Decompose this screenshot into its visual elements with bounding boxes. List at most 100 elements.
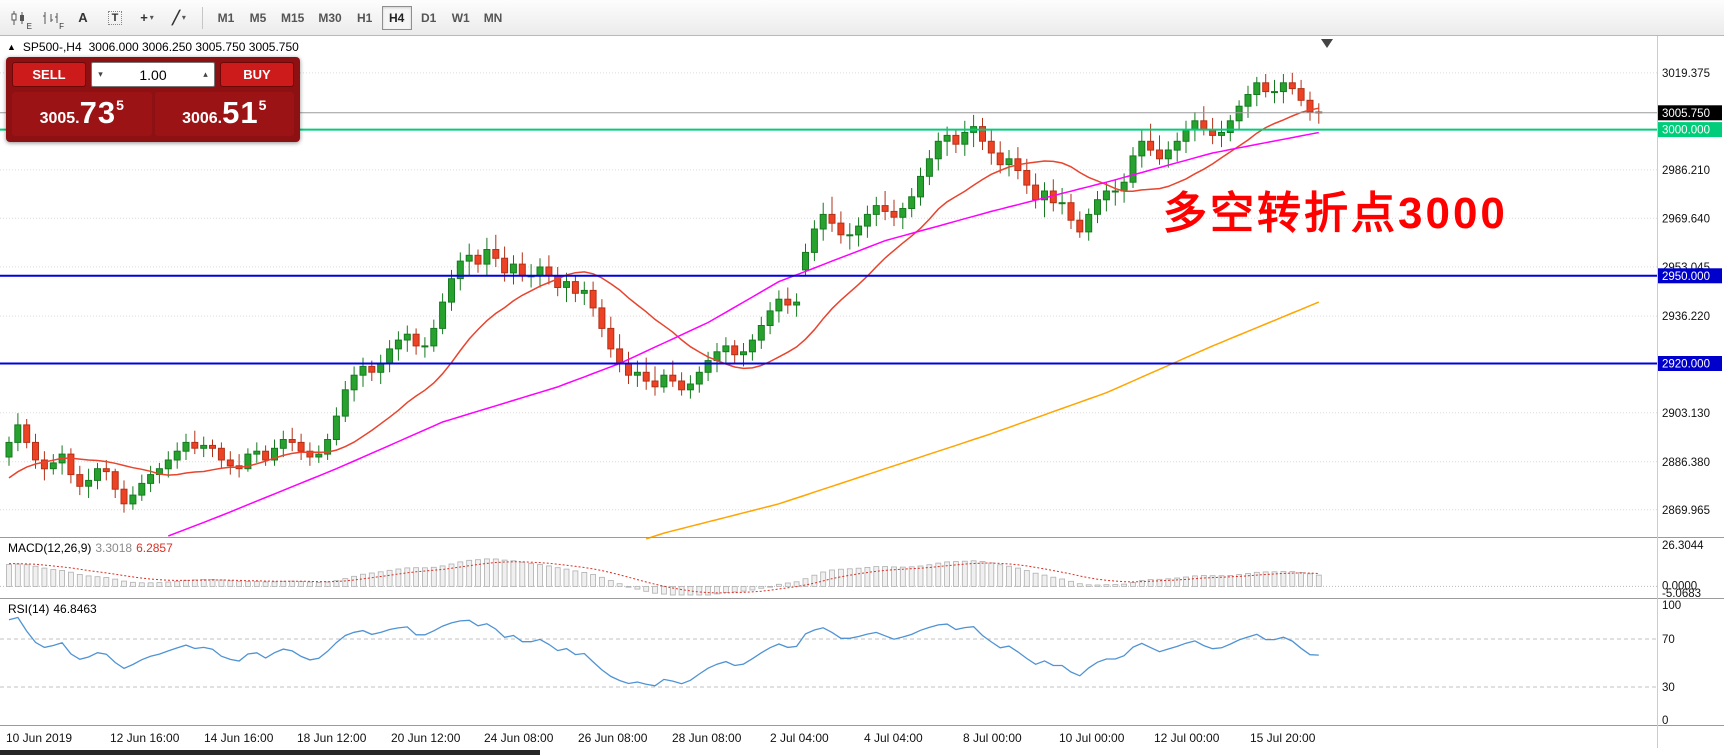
crosshair-glyph: + xyxy=(140,10,148,25)
svg-text:2886.380: 2886.380 xyxy=(1662,457,1710,469)
bar-grid-glyph xyxy=(43,11,58,24)
toolbar-separator xyxy=(202,6,203,29)
one-click-trading-panel: SELL ▾ 1.00 ▴ BUY 3005.735 3006.515 xyxy=(6,57,300,142)
svg-text:2969.640: 2969.640 xyxy=(1662,213,1710,225)
svg-text:4 Jul 04:00: 4 Jul 04:00 xyxy=(864,731,923,745)
timeframe-w1-button[interactable]: W1 xyxy=(446,6,476,30)
svg-text:2936.220: 2936.220 xyxy=(1662,311,1710,323)
price-scale[interactable]: 3019.3752986.2102969.6402953.0452936.220… xyxy=(1658,68,1722,517)
chevron-down-icon: ▾ xyxy=(149,13,154,22)
ask-big-digits: 51 xyxy=(222,95,259,130)
sell-button[interactable]: SELL xyxy=(12,62,86,87)
svg-text:-5.0683: -5.0683 xyxy=(1662,588,1701,600)
trendline-tool-icon[interactable]: ╱ ▾ xyxy=(164,5,194,31)
moving-average-lines xyxy=(8,107,1320,540)
svg-text:2950.000: 2950.000 xyxy=(1662,271,1710,283)
timeframe-h1-button[interactable]: H1 xyxy=(350,6,380,30)
bid-price[interactable]: 3005.735 xyxy=(12,92,152,136)
trendline-glyph: ╱ xyxy=(172,9,180,25)
svg-text:0: 0 xyxy=(1662,715,1668,727)
timeframe-mn-button[interactable]: MN xyxy=(478,6,509,30)
shift-end-marker-icon xyxy=(1321,39,1333,48)
ask-prefix: 3006. xyxy=(182,110,223,127)
ma-slow-line xyxy=(645,301,1320,540)
svg-text:3005.750: 3005.750 xyxy=(1662,108,1710,120)
macd-indicator-label: MACD(12,26,9) 3.3018 6.2857 xyxy=(8,541,173,555)
chart-text-annotation: 多空转折点3000 xyxy=(1163,189,1508,238)
candlestick-glyph xyxy=(11,10,24,25)
ma-fast-line xyxy=(8,107,1319,479)
macd-signal-value: 6.2857 xyxy=(136,541,173,555)
ohlc-values: 3006.000 3006.250 3005.750 3005.750 xyxy=(88,40,299,54)
main-toolbar: E F A T + ▾ ╱ ▾ M1 M5 M15 M30 H1 H4 D1 W1 MN xyxy=(0,0,1724,36)
bottom-window-edge xyxy=(0,750,540,755)
timeframe-m1-button[interactable]: M1 xyxy=(211,6,241,30)
svg-text:20 Jun 12:00: 20 Jun 12:00 xyxy=(391,731,461,745)
svg-text:10 Jul 00:00: 10 Jul 00:00 xyxy=(1059,731,1125,745)
symbol-period-label: SP500-,H4 xyxy=(22,40,82,54)
bid-prefix: 3005. xyxy=(39,110,80,127)
svg-text:26 Jun 08:00: 26 Jun 08:00 xyxy=(578,731,648,745)
svg-text:15 Jul 20:00: 15 Jul 20:00 xyxy=(1250,731,1316,745)
svg-text:3019.375: 3019.375 xyxy=(1662,68,1710,80)
candlestick-chart-icon[interactable]: E xyxy=(4,5,34,31)
svg-text:28 Jun 08:00: 28 Jun 08:00 xyxy=(672,731,742,745)
rsi-name: RSI(14) xyxy=(8,602,50,616)
svg-text:100: 100 xyxy=(1662,600,1681,612)
trade-controls-row: SELL ▾ 1.00 ▴ BUY xyxy=(12,62,294,87)
bid-pipette: 5 xyxy=(116,97,124,113)
font-tool-icon[interactable]: A xyxy=(68,5,98,31)
ask-price[interactable]: 3006.515 xyxy=(154,92,294,136)
svg-text:26.3044: 26.3044 xyxy=(1662,540,1704,552)
icon-sub-label: E xyxy=(26,21,32,31)
time-scale[interactable]: 10 Jun 2019 12 Jun 16:00 14 Jun 16:00 18 Ju… xyxy=(6,731,1316,745)
rsi-indicator-label: RSI(14) 46.8463 xyxy=(8,602,97,616)
svg-text:18 Jun 12:00: 18 Jun 12:00 xyxy=(297,731,367,745)
one-click-panel-toggle[interactable]: ▲ xyxy=(7,42,16,52)
timeframe-m5-button[interactable]: M5 xyxy=(243,6,273,30)
text-tool-icon[interactable]: T xyxy=(100,5,130,31)
rsi-value: 46.8463 xyxy=(53,602,97,616)
macd-signal-line xyxy=(8,561,1319,594)
volume-input[interactable]: 1.00 xyxy=(139,66,167,83)
ma-mid-line xyxy=(168,131,1319,537)
volume-increase-icon[interactable]: ▴ xyxy=(203,69,208,79)
chart-header: ▲ SP500-,H4 3006.000 3006.250 3005.750 3… xyxy=(7,40,299,54)
svg-text:2920.000: 2920.000 xyxy=(1662,358,1710,370)
macd-main-value: 3.3018 xyxy=(95,541,133,555)
ask-pipette: 5 xyxy=(258,97,267,113)
icon-sub-label: F xyxy=(59,21,64,31)
volume-decrease-icon[interactable]: ▾ xyxy=(98,69,103,79)
svg-text:2869.965: 2869.965 xyxy=(1662,505,1710,517)
svg-text:30: 30 xyxy=(1662,682,1675,694)
text-tool-glyph: T xyxy=(107,10,123,25)
svg-text:8 Jul 00:00: 8 Jul 00:00 xyxy=(963,731,1022,745)
rsi-line xyxy=(8,616,1319,687)
svg-text:10 Jun 2019: 10 Jun 2019 xyxy=(6,731,72,745)
svg-text:14 Jun 16:00: 14 Jun 16:00 xyxy=(204,731,274,745)
bid-big-digits: 73 xyxy=(79,95,117,130)
svg-text:70: 70 xyxy=(1662,634,1675,646)
timeframe-m15-button[interactable]: M15 xyxy=(275,6,310,30)
timeframe-h4-button[interactable]: H4 xyxy=(381,5,412,30)
macd-panel: 26.3044 0.0000-5.0683 xyxy=(0,540,1704,600)
volume-control: ▾ 1.00 ▴ xyxy=(91,62,215,87)
horizontal-lines xyxy=(0,112,1657,365)
svg-text:2 Jul 04:00: 2 Jul 04:00 xyxy=(770,731,829,745)
svg-text:12 Jun 16:00: 12 Jun 16:00 xyxy=(110,731,180,745)
panel-separators[interactable] xyxy=(0,36,1724,748)
svg-text:2903.130: 2903.130 xyxy=(1662,408,1710,420)
timeframe-d1-button[interactable]: D1 xyxy=(414,6,444,30)
timeframe-group: M1 M5 M15 M30 H1 H4 D1 W1 MN xyxy=(211,5,509,30)
bid-ask-row: 3005.735 3006.515 xyxy=(12,92,294,136)
svg-text:2986.210: 2986.210 xyxy=(1662,165,1710,177)
macd-name: MACD(12,26,9) xyxy=(8,541,92,555)
timeframe-m30-button[interactable]: M30 xyxy=(312,6,347,30)
crosshair-tool-icon[interactable]: + ▾ xyxy=(132,5,162,31)
rsi-panel: 100 70 30 0 xyxy=(0,600,1681,727)
buy-button[interactable]: BUY xyxy=(220,62,294,87)
svg-text:3000.000: 3000.000 xyxy=(1662,125,1710,137)
bar-grid-icon[interactable]: F xyxy=(36,5,66,31)
